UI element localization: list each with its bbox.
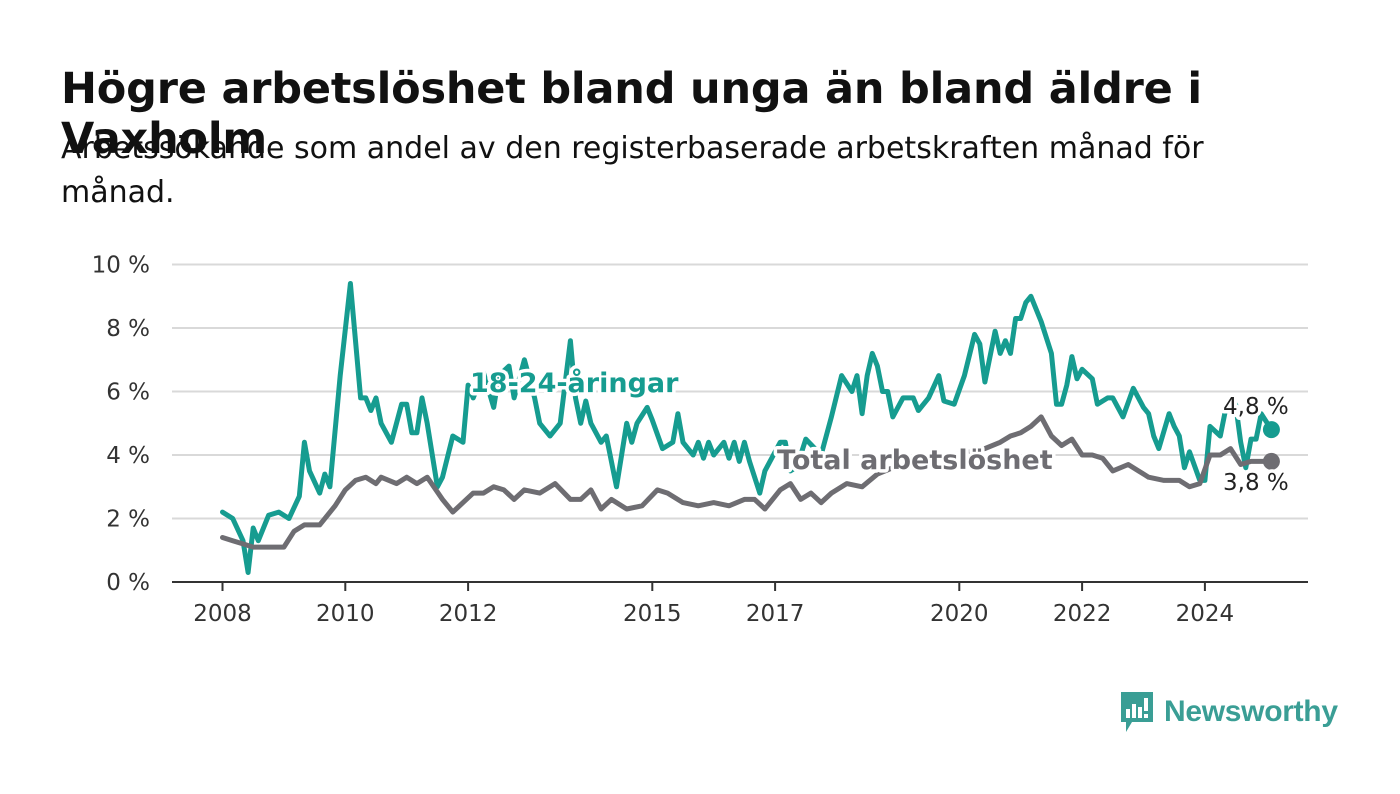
x-tick-label: 2022 [1053,601,1112,627]
x-axis-ticks: 2008 2010 2012 2015 2017 2020 2022 2024 [193,582,1234,627]
y-tick-label: 2 % [106,507,150,533]
y-axis-ticks: 0 % 2 % 4 % 6 % 8 % 10 % [92,253,150,597]
gridlines [172,263,1308,583]
y-tick-label: 8 % [106,316,150,342]
newsworthy-logo: Newsworthy [1118,690,1338,734]
youth-series-line [220,281,1274,575]
youth-end-value: 4,8 %4,8 % [1220,391,1293,424]
x-tick-label: 2015 [623,601,682,627]
youth-end-value-text: 4,8 % [1223,394,1289,420]
youth-end-value-halo: 4,8 % [1223,394,1289,420]
total-end-value: 3,8 %3,8 % [1220,467,1293,500]
total-end-value-halo: 3,8 % [1223,470,1289,496]
y-tick-label: 10 % [92,253,150,279]
total-end-value-text: 3,8 % [1223,470,1289,496]
y-tick-label: 4 % [106,443,150,469]
total-series-label-halo: Total arbetslöshet [777,445,1053,476]
x-tick-label: 2008 [193,601,252,627]
chart-subtitle: Arbetssökande som andel av den registerb… [61,131,1204,210]
youth-series-label-text: 18-24-åringar [470,367,679,399]
total-end-dot [1262,452,1280,470]
x-tick-label: 2024 [1176,601,1235,627]
youth-series-label-halo: 18-24-åringar [470,367,679,399]
series-lines [220,281,1280,575]
x-tick-label: 2010 [316,601,375,627]
y-tick-label: 0 % [106,570,150,596]
chart-title: Högre arbetslöshet bland unga än bland ä… [61,64,1202,164]
x-tick-label: 2012 [439,601,498,627]
newsworthy-logo-icon [1121,692,1153,732]
y-tick-label: 6 % [106,380,150,406]
x-tick-label: 2020 [930,601,989,627]
x-tick-label: 2017 [746,601,805,627]
youth-end-dot [1262,421,1280,439]
total-series-line [220,414,1274,550]
total-series-label-text: Total arbetslöshet [777,445,1053,476]
newsworthy-logo-text: Newsworthy [1164,695,1338,728]
